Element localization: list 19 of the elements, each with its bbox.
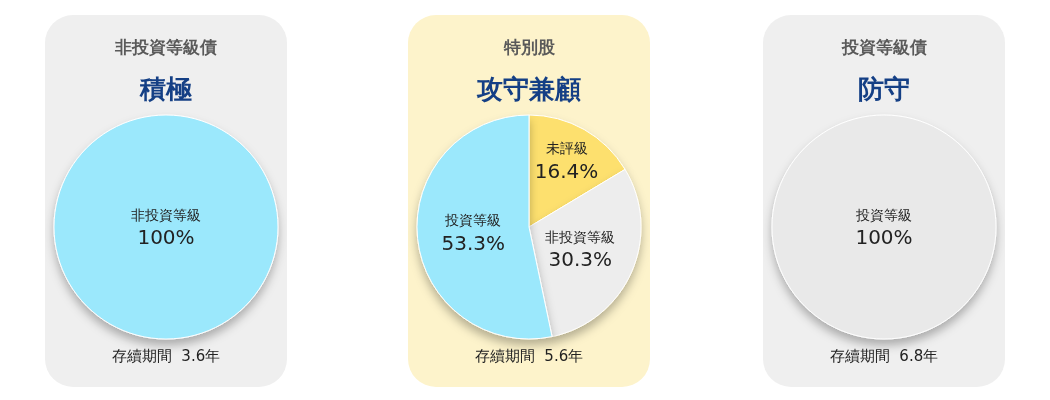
slice-label: 非投資等級 (131, 206, 201, 223)
chart-title: 非投資等級債 (114, 36, 217, 57)
slice-label: 投資等級 (855, 206, 912, 223)
data-label: 30.3% (548, 247, 613, 272)
data-label: 100% (137, 225, 195, 249)
data-label: 100% (855, 225, 913, 249)
slice-label: 非投資等級 (545, 228, 616, 245)
text: 存續期間 6.8年 (829, 346, 939, 365)
slice-label: 投資等級 (444, 212, 502, 229)
slice-label: 未評級 (545, 140, 588, 157)
data-label: 53.3% (441, 230, 506, 255)
chart-title: 投資等級債 (840, 36, 927, 57)
data-label: 16.4% (534, 158, 599, 183)
chart-subtitle: 攻守兼顧 (476, 74, 581, 104)
chart-subtitle: 積極 (139, 74, 192, 104)
chart-title: 特別股 (502, 36, 556, 57)
chart-subtitle: 防守 (858, 74, 910, 104)
text: 存續期間 5.6年 (474, 346, 584, 365)
text: 存續期間 3.6年 (111, 346, 221, 365)
